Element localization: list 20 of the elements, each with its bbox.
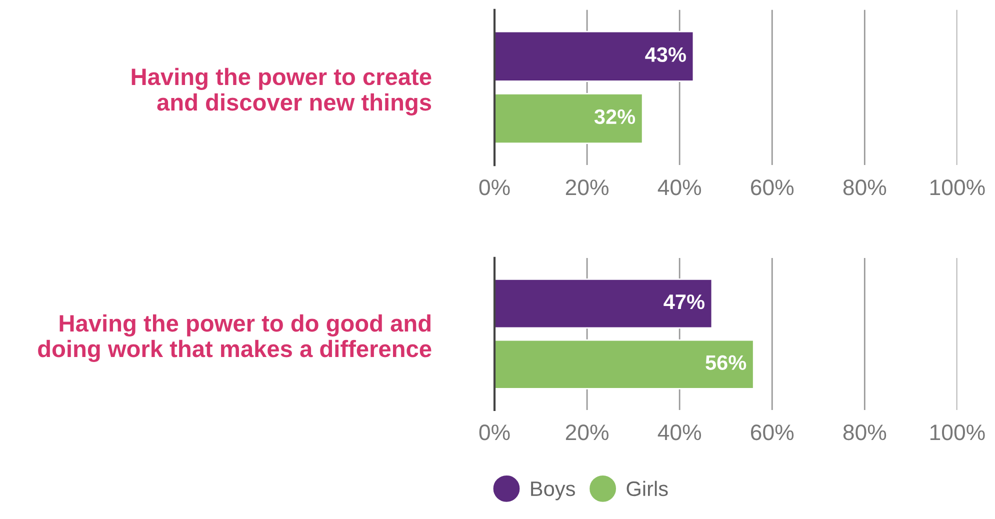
- text: 43%: [645, 47, 686, 62]
- y-tick-label: Having the power to do good and doing work that makes a difference: [38, 314, 432, 362]
- x-tick-label: 40%: [658, 424, 702, 440]
- x-tick-label: 60%: [751, 180, 794, 196]
- x-tick-label: 40%: [658, 180, 702, 196]
- x-tick-label: 20%: [566, 424, 608, 440]
- x-tick-label: 100%: [930, 180, 985, 196]
- text: 47%: [664, 294, 704, 310]
- y-tick-label: Having the power to create and discover new things: [132, 68, 432, 116]
- x-tick-label: 80%: [843, 180, 886, 196]
- x-tick-label: 80%: [843, 424, 886, 440]
- x-tick-label: 60%: [751, 424, 794, 440]
- text: 56%: [706, 355, 746, 370]
- legend-label: Girls: [626, 480, 668, 496]
- text: 32%: [594, 109, 636, 124]
- x-tick-label: 0%: [479, 180, 510, 196]
- x-tick-label: 0%: [479, 424, 510, 440]
- x-tick-label: 100%: [930, 424, 985, 440]
- x-tick-label: 20%: [566, 180, 608, 196]
- legend-label: Boys: [531, 482, 575, 500]
